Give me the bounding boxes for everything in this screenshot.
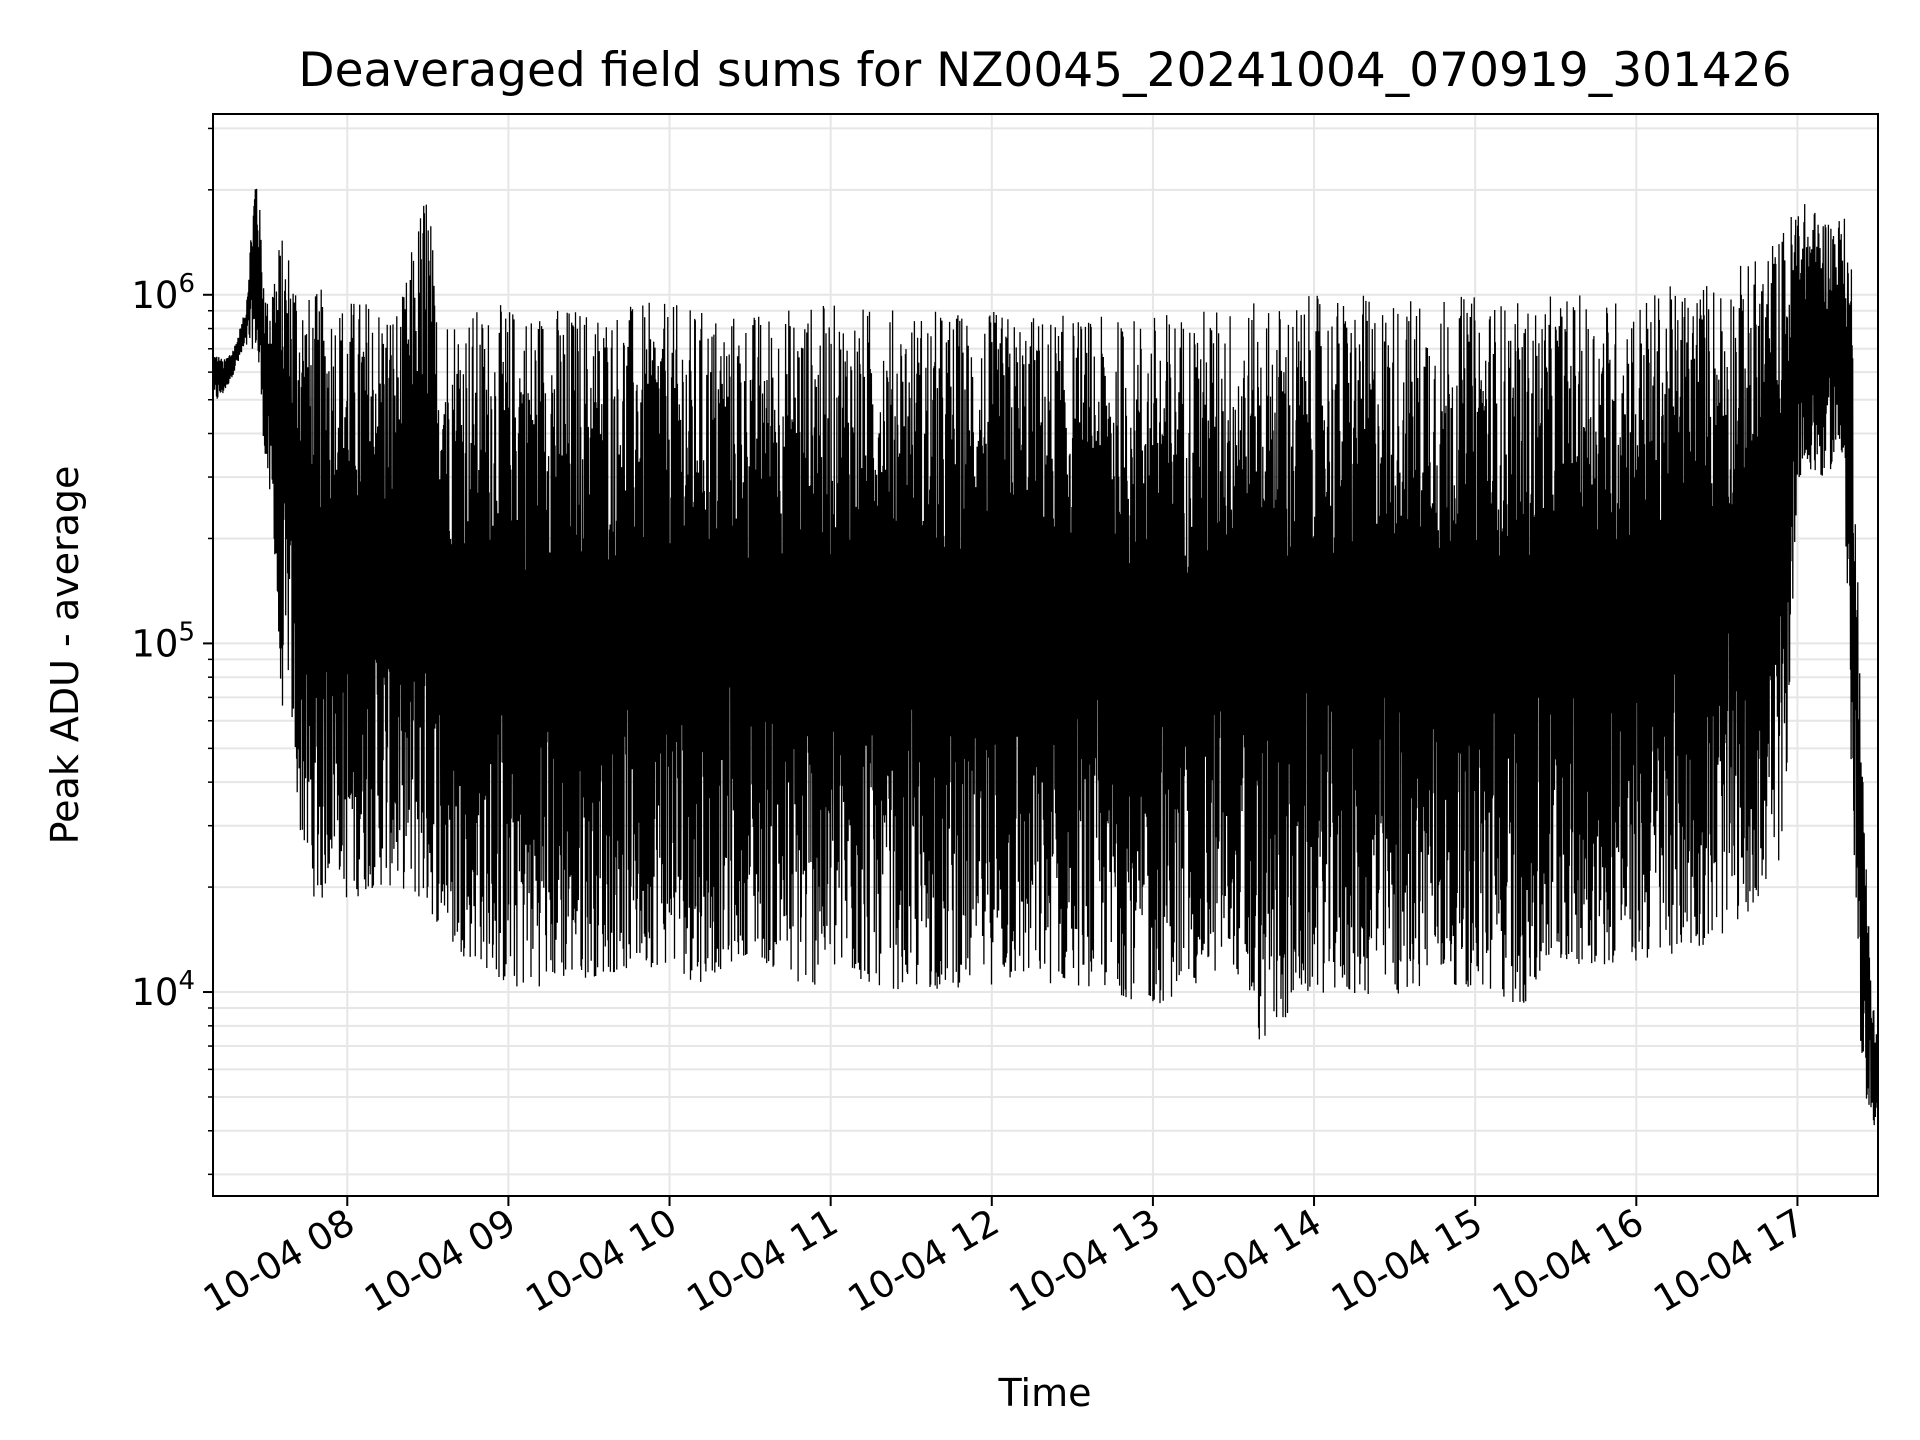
y-tick-label: 106 xyxy=(131,269,195,317)
y-tick-label: 105 xyxy=(131,617,195,665)
plot-frame xyxy=(212,113,1879,1197)
y-axis-label: Peak ADU - average xyxy=(43,466,87,845)
x-axis-label: Time xyxy=(998,1371,1092,1415)
series-line xyxy=(212,188,1879,1151)
data-series xyxy=(212,188,1879,1151)
y-tick-label: 104 xyxy=(131,966,195,1014)
chart-title: Deaveraged field sums for NZ0045_2024100… xyxy=(298,43,1791,98)
